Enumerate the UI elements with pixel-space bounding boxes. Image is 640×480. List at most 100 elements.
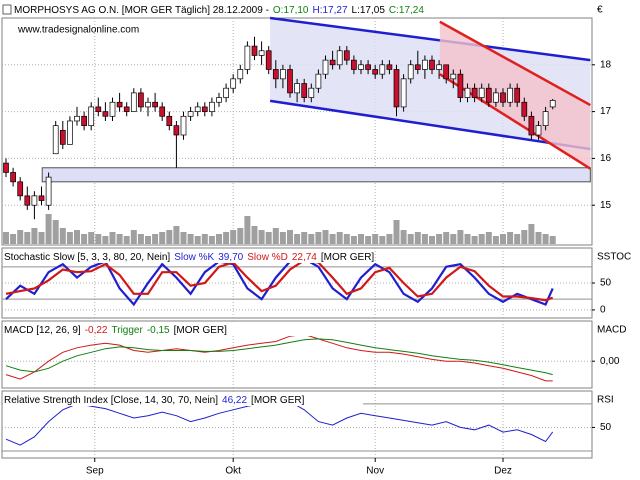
volume-bar — [258, 230, 265, 244]
icon — [2, 4, 12, 15]
series-name: Slow %K — [174, 252, 214, 263]
candle-body — [123, 106, 130, 112]
volume-bar — [294, 234, 301, 244]
volume-bar — [216, 234, 222, 244]
candle-body — [379, 64, 386, 75]
suffix: [MOR GER] — [251, 395, 305, 406]
series-name: Trigger — [112, 325, 144, 336]
zone-box — [41, 167, 591, 183]
volume-bar — [187, 234, 194, 244]
candle-body — [258, 50, 265, 56]
candle-body — [358, 64, 364, 70]
y-tick-label: 50 — [600, 278, 612, 289]
candle-body — [507, 87, 513, 103]
title-text: MORPHOSYS AG O.N. [MOR GER Täglich] 28.1… — [14, 5, 269, 16]
y-tick-label: 15 — [600, 200, 612, 211]
volume-bar — [336, 232, 343, 244]
candle-body — [322, 59, 329, 75]
candle-body — [24, 195, 31, 206]
y-tick-label: 18 — [600, 59, 612, 70]
header-bg — [3, 393, 363, 406]
candle-body — [287, 69, 293, 94]
series-last: 22,74 — [292, 252, 317, 263]
y-tick-label: 17 — [600, 106, 612, 117]
candle-body — [478, 87, 485, 98]
volume-bar — [372, 234, 379, 244]
x-tick-label: Okt — [225, 466, 241, 477]
series-last: -0,15 — [147, 325, 170, 336]
candle-body — [315, 73, 322, 89]
candle-body — [194, 106, 201, 112]
candle-body — [180, 115, 187, 136]
candle-body — [528, 115, 535, 136]
volume-bar — [329, 234, 336, 244]
candle-body — [343, 50, 350, 61]
volume-bar — [201, 234, 208, 244]
volume-bar — [173, 226, 180, 244]
volume-bar — [88, 232, 95, 244]
volume-bar — [137, 234, 144, 244]
candle-body — [542, 111, 549, 126]
candle-body — [209, 101, 215, 112]
candle-body — [166, 115, 173, 126]
candle-body — [152, 101, 158, 108]
indicator-line — [5, 338, 553, 376]
volume-bar — [38, 232, 45, 244]
volume-bar — [159, 232, 166, 244]
candle-body — [138, 92, 144, 108]
candle-body — [59, 129, 66, 145]
candle-body — [436, 64, 442, 70]
volume-bar — [514, 234, 521, 244]
volume-bar — [507, 232, 514, 244]
header-bg — [3, 323, 363, 336]
candle-body — [549, 100, 556, 108]
candle-body — [173, 125, 180, 136]
candle-body — [294, 83, 300, 94]
candle-body — [422, 59, 428, 70]
candle-body — [386, 64, 393, 70]
candle-body — [464, 87, 471, 98]
axis-label: RSI — [597, 395, 614, 406]
volume-bar — [478, 234, 485, 244]
volume-bar — [265, 232, 272, 244]
volume-bar — [343, 234, 350, 244]
candle-body — [407, 64, 414, 80]
volume-bar — [244, 216, 251, 244]
volume-bar — [95, 234, 102, 244]
volume-bar — [59, 228, 66, 244]
indicator-title: Relative Strength Index [Close, 14, 30, … — [4, 395, 305, 406]
candle-body — [500, 92, 506, 103]
candle-body — [17, 181, 24, 197]
volume-bar — [251, 226, 258, 244]
volume-bar — [365, 236, 372, 244]
volume-bar — [500, 234, 506, 244]
candle-body — [365, 64, 371, 70]
indicator-line — [5, 257, 554, 307]
candle-body — [159, 106, 166, 117]
volume-bar — [145, 236, 151, 244]
volume-bar — [443, 232, 450, 244]
title-text: Relative Strength Index [Close, 14, 30, … — [4, 395, 218, 406]
volume-bar — [528, 224, 535, 244]
volume-bar — [386, 234, 393, 244]
y-tick-label: 16 — [600, 153, 612, 164]
volume-bar — [421, 234, 428, 244]
volume-bar — [123, 236, 130, 244]
candle-body — [230, 78, 237, 89]
candle-body — [38, 195, 45, 201]
candle-body — [493, 92, 499, 103]
volume-bar — [393, 220, 400, 244]
candle-body — [116, 101, 123, 108]
volume-bar — [549, 236, 556, 244]
candle-body — [145, 101, 151, 108]
candle-body — [244, 45, 251, 70]
series-last: 39,70 — [218, 252, 243, 263]
y-tick-label: 50 — [600, 422, 612, 433]
candle-body — [52, 125, 59, 155]
volume-bar — [152, 234, 159, 244]
volume-bar — [237, 228, 244, 244]
volume-bar — [542, 234, 549, 244]
candle-body — [251, 45, 258, 56]
